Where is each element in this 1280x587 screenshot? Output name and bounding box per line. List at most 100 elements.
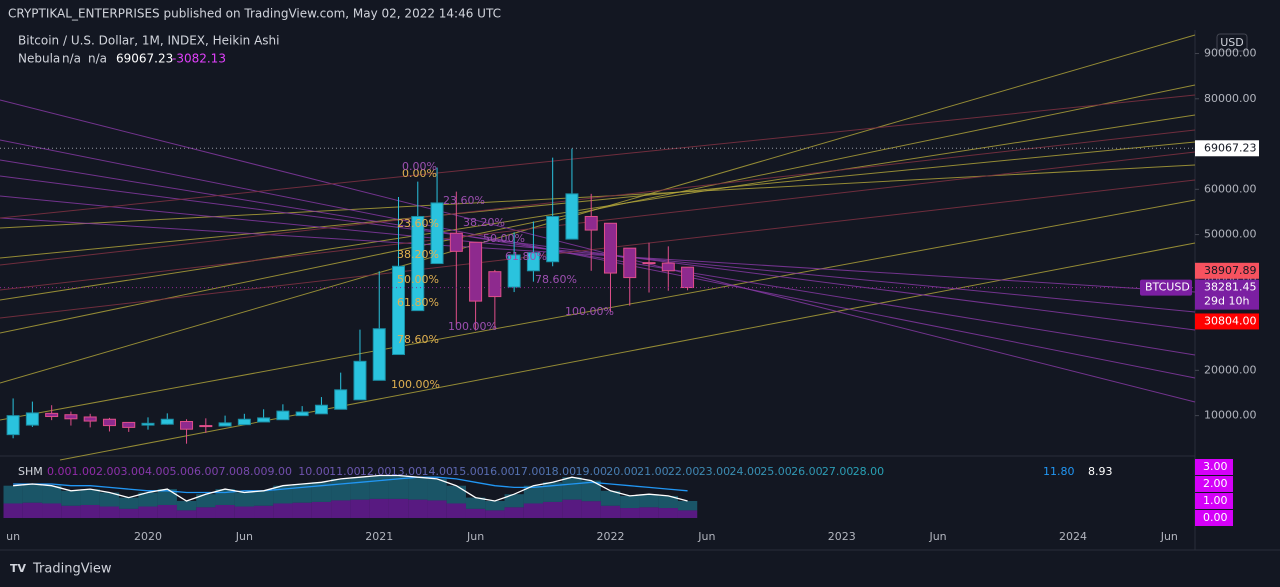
candle-body <box>449 232 463 252</box>
candle-body <box>314 404 328 415</box>
candle-body <box>603 222 617 274</box>
shm-legend-value: 0.00 <box>47 465 72 478</box>
shm-legend-value: 26.00 <box>791 465 823 478</box>
shm-bar-low <box>658 508 678 518</box>
shm-bar-low <box>523 503 544 518</box>
shm-bar-low <box>446 503 466 518</box>
fib-label: 50.00% <box>483 232 525 245</box>
shm-bar-low <box>61 505 81 518</box>
shm-bar-low <box>273 503 293 518</box>
shm-bar <box>196 494 216 508</box>
shm-bar-low <box>620 508 640 518</box>
candle-body <box>160 418 174 425</box>
shm-legend-value: 28.00 <box>853 465 885 478</box>
shm-legend-value: 21.00 <box>637 465 669 478</box>
candle-body <box>507 254 521 288</box>
symbol-label: BTCUSD <box>1145 281 1190 294</box>
fan-line <box>0 114 1196 301</box>
shm-bar <box>677 501 698 511</box>
candle-body <box>661 262 675 272</box>
candle-body <box>623 247 637 279</box>
shm-bar <box>523 485 544 504</box>
candle-body <box>565 193 579 240</box>
shm-tick-label: 2.00 <box>1203 477 1228 490</box>
shm-bar-low <box>369 498 389 518</box>
candle-body <box>180 421 194 430</box>
shm-bar <box>427 478 447 501</box>
candle-body <box>102 418 116 427</box>
shm-legend-value: 8.00 <box>243 465 268 478</box>
candle-body <box>122 421 136 428</box>
shm-bar-low <box>80 504 100 518</box>
candle-body <box>276 410 290 421</box>
shm-bar-low <box>196 507 216 518</box>
currency: USD <box>1220 36 1244 49</box>
shm-bar-low <box>292 502 312 518</box>
shm-bar-low <box>42 503 62 518</box>
shm-bar-low <box>504 507 524 518</box>
candle-body <box>257 417 271 423</box>
fib-label: 78.60% <box>535 273 577 286</box>
shm-bar <box>504 494 524 508</box>
x-tick-label: Jun <box>697 530 715 543</box>
shm-bar <box>80 489 100 505</box>
shm-tick-box <box>1195 459 1233 475</box>
candle-body <box>469 241 483 302</box>
candle-body <box>334 389 348 410</box>
high-label-box <box>1195 140 1259 157</box>
fib-label: 100.00% <box>391 378 440 391</box>
shm-legend-value: 12.00 <box>360 465 392 478</box>
shm-bar-low <box>176 510 197 518</box>
indicator-value: -3082.13 <box>172 52 226 66</box>
shm-bar-low <box>119 508 139 518</box>
x-tick-label: Jun <box>466 530 484 543</box>
shm-bar <box>562 477 582 500</box>
level-box <box>1195 262 1259 279</box>
shm-legend-value: 19.00 <box>576 465 608 478</box>
shm-bar <box>157 489 177 505</box>
fan-line <box>0 179 1196 319</box>
shm-legend-value: 27.00 <box>822 465 854 478</box>
candle-body <box>45 412 59 418</box>
shm-legend-value: 20.00 <box>606 465 638 478</box>
indicator-param: n/a <box>88 52 107 66</box>
shm-legend-value: 10.00 <box>298 465 330 478</box>
fan-line <box>0 99 1196 403</box>
shm-bar-low <box>234 506 255 518</box>
shm-bar-low <box>388 498 409 518</box>
shm-bar-low <box>562 499 582 518</box>
y-tick-label: 10000.00 <box>1204 409 1257 422</box>
fib-label: 50.00% <box>397 273 439 286</box>
level-label: 38907.89 <box>1204 264 1257 277</box>
candle-body <box>295 411 309 417</box>
candle-body <box>642 262 656 265</box>
shm-legend-value: 6.00 <box>194 465 219 478</box>
shm-legend-value: 17.00 <box>514 465 546 478</box>
shm-tick-label: 3.00 <box>1203 460 1228 473</box>
y-tick-label: 50000.00 <box>1204 228 1257 241</box>
y-tick-label: 60000.00 <box>1204 182 1257 195</box>
shm-bar-low <box>350 499 370 518</box>
level-label: 30804.00 <box>1204 314 1257 327</box>
shm-bar-low <box>138 506 158 518</box>
shm-bar <box>446 485 466 504</box>
candle-body <box>372 328 386 381</box>
fib-label: 38.20% <box>397 248 439 261</box>
candle-body <box>526 252 540 272</box>
shm-bar-low <box>311 501 332 518</box>
logo: TV <box>10 562 27 575</box>
candle-body <box>546 215 560 263</box>
shm-tick-label: 1.00 <box>1203 494 1228 507</box>
shm-bar <box>176 501 197 511</box>
fib-label: 0.00% <box>402 167 437 180</box>
fan-line <box>0 84 1196 334</box>
shm-bar <box>42 485 62 504</box>
published: CRYPTIKAL_ENTERPRISES published on Tradi… <box>8 7 501 21</box>
currency-box <box>1216 33 1248 52</box>
y-tick-label: 80000.00 <box>1204 92 1257 105</box>
shm-tick-box <box>1195 476 1233 492</box>
shm-bar <box>350 477 370 500</box>
symbol: Bitcoin / U.S. Dollar, 1M, INDEX, Heikin… <box>18 34 279 48</box>
symbol-box <box>1140 279 1192 296</box>
shm-bar <box>658 495 678 509</box>
